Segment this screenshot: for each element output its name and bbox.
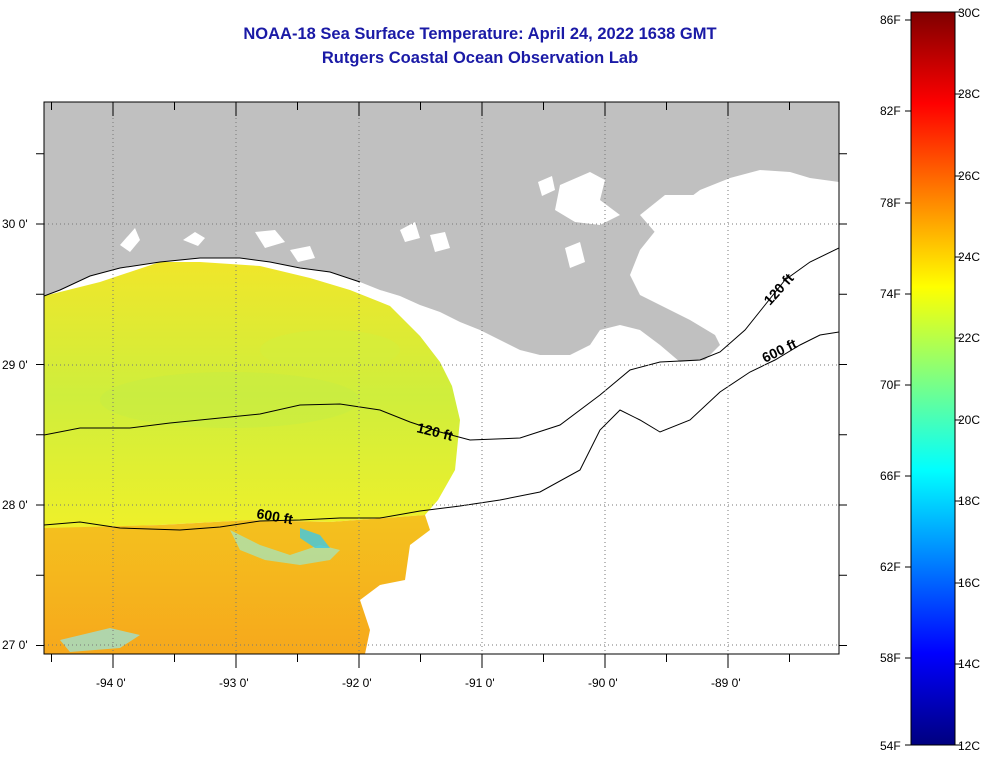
- sst-cool-filament: [230, 530, 340, 565]
- map-subtitle: Rutgers Coastal Ocean Observation Lab: [321, 49, 639, 67]
- lake-pontchartrain: [555, 172, 620, 225]
- contour-label-600-left: 600 ft: [255, 505, 294, 527]
- sst-cold-spot: [300, 528, 330, 548]
- graticule: [44, 102, 839, 654]
- colorbar: [910, 11, 956, 746]
- sst-patch-cool: [100, 372, 360, 428]
- cb-c-24: 24C: [958, 250, 980, 264]
- cb-f-58: 58F: [880, 651, 901, 665]
- cb-c-26: 26C: [958, 169, 980, 183]
- land-mass: [44, 102, 839, 362]
- cb-f-82: 82F: [880, 104, 901, 118]
- cb-f-78: 78F: [880, 196, 901, 210]
- lat-label-29: 29 0': [2, 358, 28, 372]
- contour-600ft: [44, 331, 839, 531]
- lon-label-94: -94 0': [96, 676, 126, 690]
- cb-c-18: 18C: [958, 494, 980, 508]
- lake-vermilion: [400, 222, 420, 242]
- axis-ticks: [36, 102, 847, 668]
- cb-f-62: 62F: [880, 560, 901, 574]
- cb-f-70: 70F: [880, 378, 901, 392]
- lon-label-89: -89 0': [711, 676, 741, 690]
- map-title: NOAA-18 Sea Surface Temperature: April 2…: [243, 25, 717, 43]
- sst-cool-corner: [60, 628, 140, 652]
- lake-white: [290, 246, 315, 262]
- cb-c-30: 30C: [958, 6, 980, 20]
- lat-label-28: 28 0': [2, 498, 28, 512]
- lake-maurepas: [538, 176, 555, 196]
- map-frame: [43, 101, 840, 655]
- lake-calcasieu: [183, 232, 205, 246]
- lon-label-92: -92 0': [342, 676, 372, 690]
- lon-label-91: -91 0': [465, 676, 495, 690]
- cb-f-86: 86F: [880, 13, 901, 27]
- cb-f-66: 66F: [880, 469, 901, 483]
- lake-marsh: [430, 232, 450, 252]
- colorbar-ticks: [905, 11, 961, 746]
- sst-patch-cool-2: [260, 330, 400, 370]
- cb-f-74: 74F: [880, 287, 901, 301]
- cb-c-20: 20C: [958, 413, 980, 427]
- lake-salvador: [565, 242, 585, 268]
- cb-f-54: 54F: [880, 739, 901, 753]
- lake-sabine: [120, 228, 140, 252]
- cb-c-28: 28C: [958, 87, 980, 101]
- lon-label-90: -90 0': [588, 676, 618, 690]
- lon-label-93: -93 0': [219, 676, 249, 690]
- lake-grand: [255, 230, 285, 248]
- lake-borgne: [640, 195, 710, 238]
- contour-120ft: [44, 247, 839, 441]
- cb-c-22: 22C: [958, 331, 980, 345]
- cb-c-12: 12C: [958, 739, 980, 753]
- cb-c-14: 14C: [958, 657, 980, 671]
- cb-c-16: 16C: [958, 576, 980, 590]
- lat-label-27: 27 0': [2, 638, 28, 652]
- lat-label-30: 30 0': [2, 217, 28, 231]
